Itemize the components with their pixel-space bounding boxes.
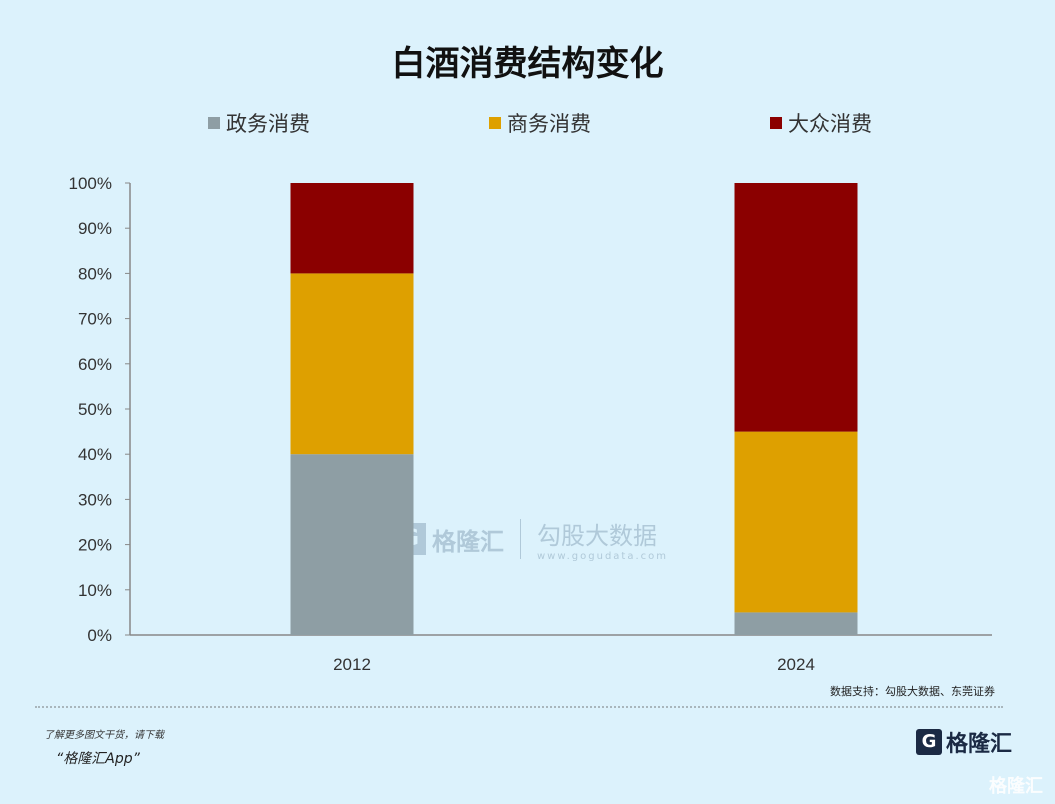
legend-item-government: 政务消费 — [208, 108, 310, 138]
watermark-url: www.gogudata.com — [537, 551, 669, 562]
brand-logo: G 格隆汇 — [916, 726, 1012, 758]
legend-label: 商务消费 — [507, 112, 591, 136]
y-tick-label: 70% — [78, 310, 112, 329]
y-tick-label: 90% — [78, 219, 112, 238]
watermark-brand: 格隆汇 — [432, 527, 504, 556]
y-tick-label: 30% — [78, 490, 112, 509]
corner-watermark: 格隆汇 — [989, 776, 1043, 797]
y-tick-label: 80% — [78, 264, 112, 283]
bar-2024-series-1 — [734, 431, 858, 613]
y-tick-label: 50% — [78, 400, 112, 419]
bar-2024-series-0 — [734, 612, 858, 635]
chart-title: 白酒消费结构变化 — [391, 44, 664, 84]
watermark-partner: 勾股大数据 — [537, 522, 657, 550]
legend-label: 大众消费 — [788, 112, 872, 136]
y-tick-label: 10% — [78, 581, 112, 600]
bar-2012-series-2 — [290, 183, 414, 274]
legend-swatch — [770, 117, 782, 129]
y-tick-label: 40% — [78, 445, 112, 464]
bar-2024-series-2 — [734, 183, 858, 432]
legend-item-mass: 大众消费 — [770, 108, 872, 138]
legend-swatch — [208, 117, 220, 129]
y-tick-label: 20% — [78, 536, 112, 555]
logo-g-icon: G — [916, 729, 942, 755]
legend: 政务消费 商务消费 大众消费 — [0, 108, 1055, 136]
x-tick-label: 2024 — [777, 655, 815, 674]
legend-item-business: 商务消费 — [489, 108, 591, 138]
watermark-divider — [520, 519, 521, 559]
y-tick-label: 100% — [69, 174, 112, 193]
legend-swatch — [489, 117, 501, 129]
bar-2012-series-1 — [290, 273, 414, 455]
divider — [35, 706, 1003, 708]
bar-2012-series-0 — [290, 454, 414, 635]
promo-app: “格隆汇App” — [56, 751, 140, 767]
logo-text: 格隆汇 — [946, 732, 1013, 757]
y-tick-label: 60% — [78, 355, 112, 374]
y-tick-label: 0% — [87, 626, 112, 645]
source-note: 数据支持：勾股大数据、东莞证券 — [830, 685, 995, 698]
legend-label: 政务消费 — [226, 112, 310, 136]
x-tick-label: 2012 — [333, 655, 371, 674]
stacked-bar-chart: 0% 10% 20% 30% 40% 50% 60% 70% 80% 90% 100% 2012 202… — [69, 174, 992, 674]
promo-text: 了解更多图文干货，请下载 — [44, 730, 164, 741]
